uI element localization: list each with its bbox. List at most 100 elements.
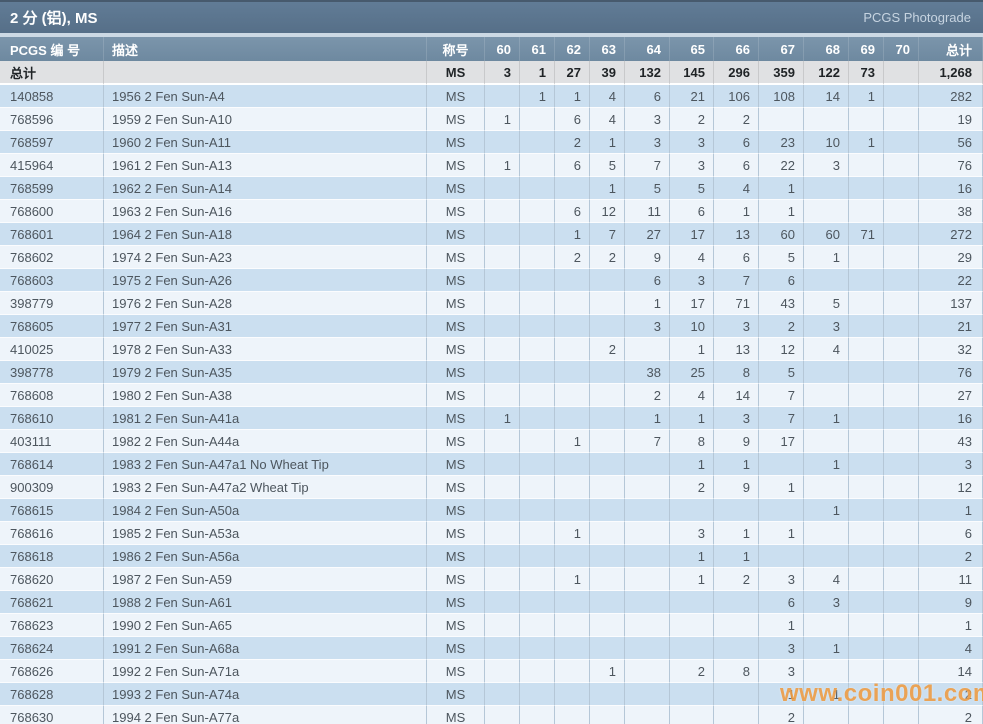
pcgs-number-link[interactable]: 768626 [0,660,104,683]
pcgs-number-link[interactable]: 768605 [0,315,104,338]
grade-count-70 [884,223,919,246]
grade-count-65 [670,591,714,614]
pcgs-number-link[interactable]: 768597 [0,131,104,154]
column-header-60: 60 [485,37,520,61]
grade-count-64: 7 [625,154,670,177]
column-header-64: 64 [625,37,670,61]
totals-grade-64: 132 [625,61,670,85]
pcgs-number-link[interactable]: 768600 [0,200,104,223]
grade-count-63 [590,453,625,476]
pcgs-number-link[interactable]: 768596 [0,108,104,131]
grade-count-61 [520,269,555,292]
grade-count-68: 1 [804,246,849,269]
grade-count-69 [849,430,884,453]
separator-band [0,33,983,37]
grade-count-60 [485,361,520,384]
grade-count-63 [590,545,625,568]
grade-count-68: 3 [804,315,849,338]
pcgs-number-link[interactable]: 398779 [0,292,104,315]
grade-count-68: 14 [804,85,849,108]
coin-description: 1988 2 Fen Sun-A61 [104,591,427,614]
table-row: 768630 1994 2 Fen Sun-A77a MS 2 2 [0,706,983,724]
grade-count-68: 4 [804,338,849,361]
grade-count-60: 1 [485,108,520,131]
grade-count-66: 1 [714,453,759,476]
pcgs-number-link[interactable]: 768610 [0,407,104,430]
grade-count-62 [555,292,590,315]
pcgs-number-link[interactable]: 768623 [0,614,104,637]
pcgs-number-link[interactable]: 768618 [0,545,104,568]
grade-count-60 [485,246,520,269]
grade-count-66: 2 [714,568,759,591]
pcgs-number-link[interactable]: 415964 [0,154,104,177]
pcgs-number-link[interactable]: 768628 [0,683,104,706]
grade-count-64 [625,660,670,683]
pcgs-number-link[interactable]: 900309 [0,476,104,499]
grade-count-60 [485,499,520,522]
totals-description [104,61,427,85]
pcgs-number-link[interactable]: 768599 [0,177,104,200]
pcgs-number-link[interactable]: 768620 [0,568,104,591]
grade-count-68: 1 [804,499,849,522]
table-row: 768626 1992 2 Fen Sun-A71a MS 1 2 8 3 14 [0,660,983,683]
grade-count-68: 1 [804,637,849,660]
coin-description: 1993 2 Fen Sun-A74a [104,683,427,706]
row-total-cell: 19 [919,108,983,131]
pcgs-number-link[interactable]: 768603 [0,269,104,292]
pcgs-number-link[interactable]: 768615 [0,499,104,522]
grade-count-64: 1 [625,292,670,315]
row-total-cell: 2 [919,706,983,724]
table-row: 403111 1982 2 Fen Sun-A44a MS 1 7 8 9 17 43 [0,430,983,453]
table-row: 768608 1980 2 Fen Sun-A38 MS 2 4 14 7 27 [0,384,983,407]
pcgs-number-link[interactable]: 398778 [0,361,104,384]
grade-count-70 [884,476,919,499]
designation-cell: MS [427,361,485,384]
grade-count-60: 1 [485,154,520,177]
grade-count-61 [520,476,555,499]
row-total-cell: 1 [919,614,983,637]
grade-count-62 [555,683,590,706]
grade-count-68 [804,476,849,499]
grade-count-63 [590,706,625,724]
pcgs-number-link[interactable]: 768614 [0,453,104,476]
grade-count-64 [625,637,670,660]
pcgs-number-link[interactable]: 768616 [0,522,104,545]
pcgs-number-link[interactable]: 410025 [0,338,104,361]
grade-count-61 [520,131,555,154]
pcgs-number-link[interactable]: 768624 [0,637,104,660]
grade-count-60 [485,200,520,223]
pcgs-number-link[interactable]: 768602 [0,246,104,269]
grade-count-70 [884,292,919,315]
table-row: 398778 1979 2 Fen Sun-A35 MS 38 25 8 5 76 [0,361,983,384]
designation-cell: MS [427,131,485,154]
pcgs-number-link[interactable]: 768601 [0,223,104,246]
grade-count-65: 21 [670,85,714,108]
pcgs-number-link[interactable]: 768621 [0,591,104,614]
pcgs-number-link[interactable]: 140858 [0,85,104,108]
row-total-cell: 1 [919,499,983,522]
grade-count-66: 1 [714,200,759,223]
grade-count-66: 1 [714,522,759,545]
designation-cell: MS [427,453,485,476]
grade-count-69 [849,177,884,200]
grade-count-66 [714,614,759,637]
photograde-link[interactable]: PCGS Photograde [863,10,971,25]
grade-count-61 [520,154,555,177]
grade-count-61 [520,637,555,660]
grade-count-69 [849,407,884,430]
row-total-cell: 32 [919,338,983,361]
pcgs-number-link[interactable]: 403111 [0,430,104,453]
table-row: 768601 1964 2 Fen Sun-A18 MS 1 7 27 17 13 60 60 71… [0,223,983,246]
grade-count-61: 1 [520,85,555,108]
pcgs-number-link[interactable]: 768630 [0,706,104,724]
grade-count-66 [714,499,759,522]
grade-count-62 [555,706,590,724]
pcgs-number-link[interactable]: 768608 [0,384,104,407]
grade-count-69 [849,706,884,724]
coin-description: 1979 2 Fen Sun-A35 [104,361,427,384]
coin-description: 1977 2 Fen Sun-A31 [104,315,427,338]
grade-count-67: 12 [759,338,804,361]
table-row: 410025 1978 2 Fen Sun-A33 MS 2 1 13 12 4 32 [0,338,983,361]
designation-cell: MS [427,315,485,338]
grade-count-64: 5 [625,177,670,200]
